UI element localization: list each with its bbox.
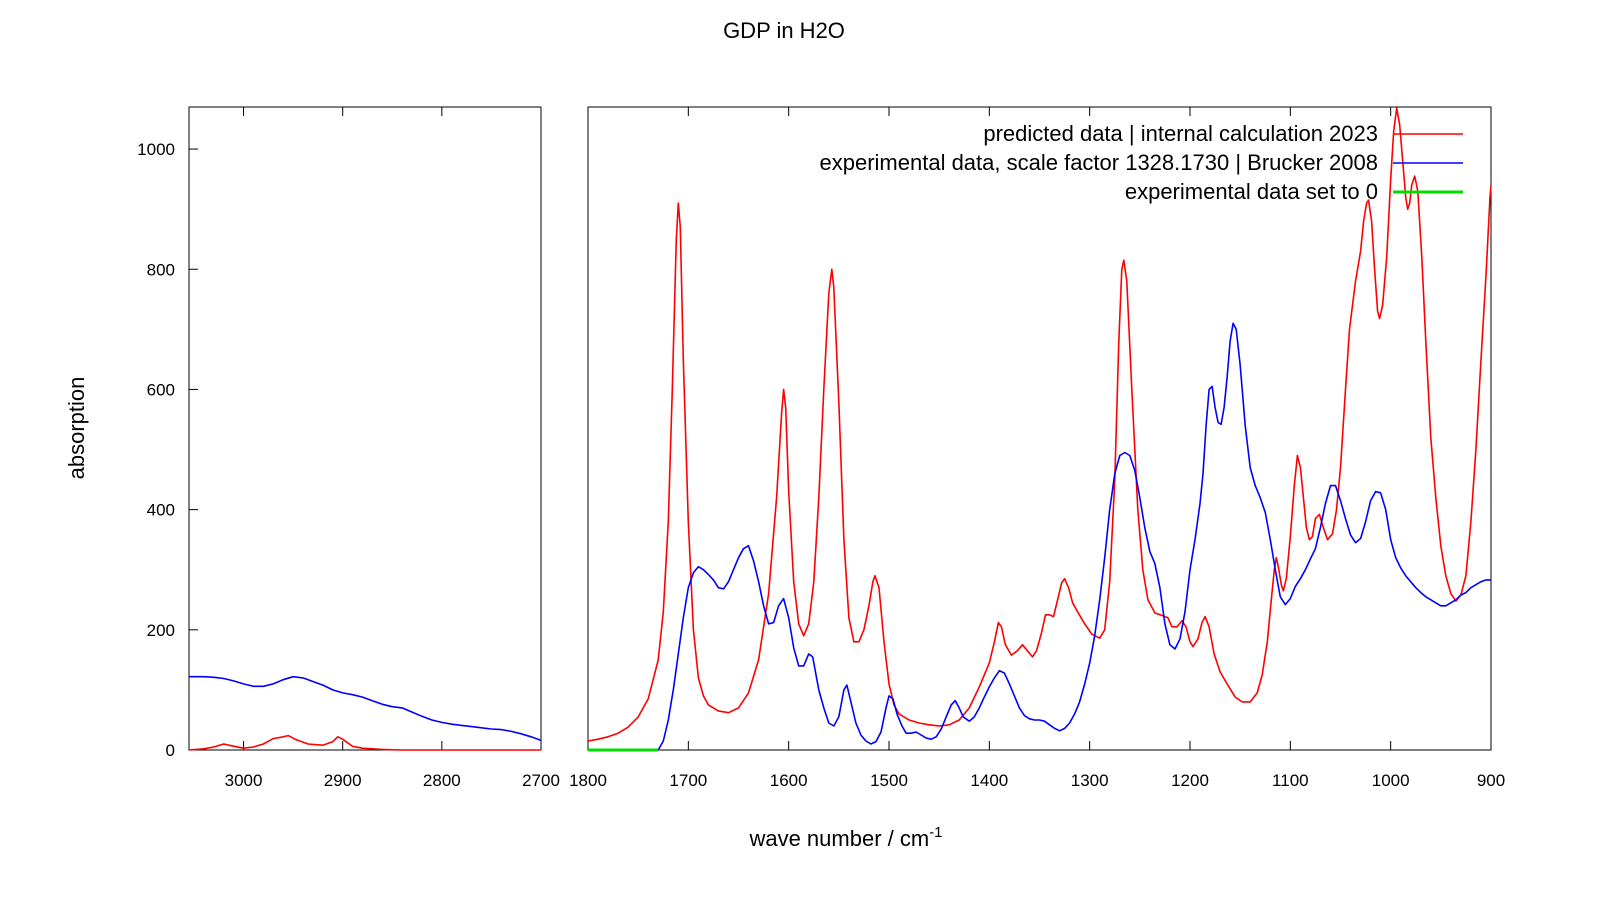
x-tick-label: 1600 [770, 771, 808, 790]
y-tick-label: 1000 [137, 140, 175, 159]
legend-label-2: experimental data, scale factor 1328.173… [820, 150, 1379, 175]
x-tick-label: 1800 [569, 771, 607, 790]
x-tick-label: 3000 [225, 771, 263, 790]
series-1-line [188, 734, 541, 751]
legend-label-1: predicted data | internal calculation 20… [983, 121, 1378, 146]
y-axis-label: absorption [64, 377, 89, 480]
x-tick-label: 1400 [970, 771, 1008, 790]
legend: predicted data | internal calculation 20… [820, 121, 1463, 204]
x-tick-label: 1100 [1272, 771, 1309, 790]
x-tick-label: 2700 [522, 771, 560, 790]
plot-frame-2 [587, 106, 1492, 751]
y-tick-label: 600 [147, 380, 175, 399]
x-tick-label: 1700 [669, 771, 707, 790]
x-tick-label: 1200 [1171, 771, 1209, 790]
x-axis-label-text: wave number / cm [748, 826, 929, 851]
x-tick-label: 2800 [423, 771, 461, 790]
series-1-line [587, 107, 1492, 742]
x-tick-label: 900 [1477, 771, 1505, 790]
x-tick-label: 1300 [1071, 771, 1109, 790]
series-2-line [189, 675, 542, 742]
x-axis-label: wave number / cm-1 [748, 824, 942, 851]
x-tick-label: 1500 [870, 771, 908, 790]
x-tick-label: 1000 [1372, 771, 1410, 790]
chart-title: GDP in H2O [723, 18, 845, 43]
x-axis-label-superscript: -1 [929, 824, 942, 841]
series-layer [188, 107, 1492, 752]
series-2-line [657, 322, 1491, 751]
legend-label-3: experimental data set to 0 [1125, 179, 1378, 204]
y-tick-label: 400 [147, 501, 175, 520]
y-axis-label-group: absorption [64, 377, 89, 480]
x-tick-label: 2900 [324, 771, 362, 790]
plot-frame-1 [188, 106, 542, 751]
plot-panels: 3000 2900 2800 2700 1800 1700 1600 1500 1400 1300… [137, 106, 1505, 790]
y-tick-label: 0 [166, 741, 175, 760]
y-tick-label: 200 [147, 621, 175, 640]
y-tick-label: 800 [147, 260, 175, 279]
